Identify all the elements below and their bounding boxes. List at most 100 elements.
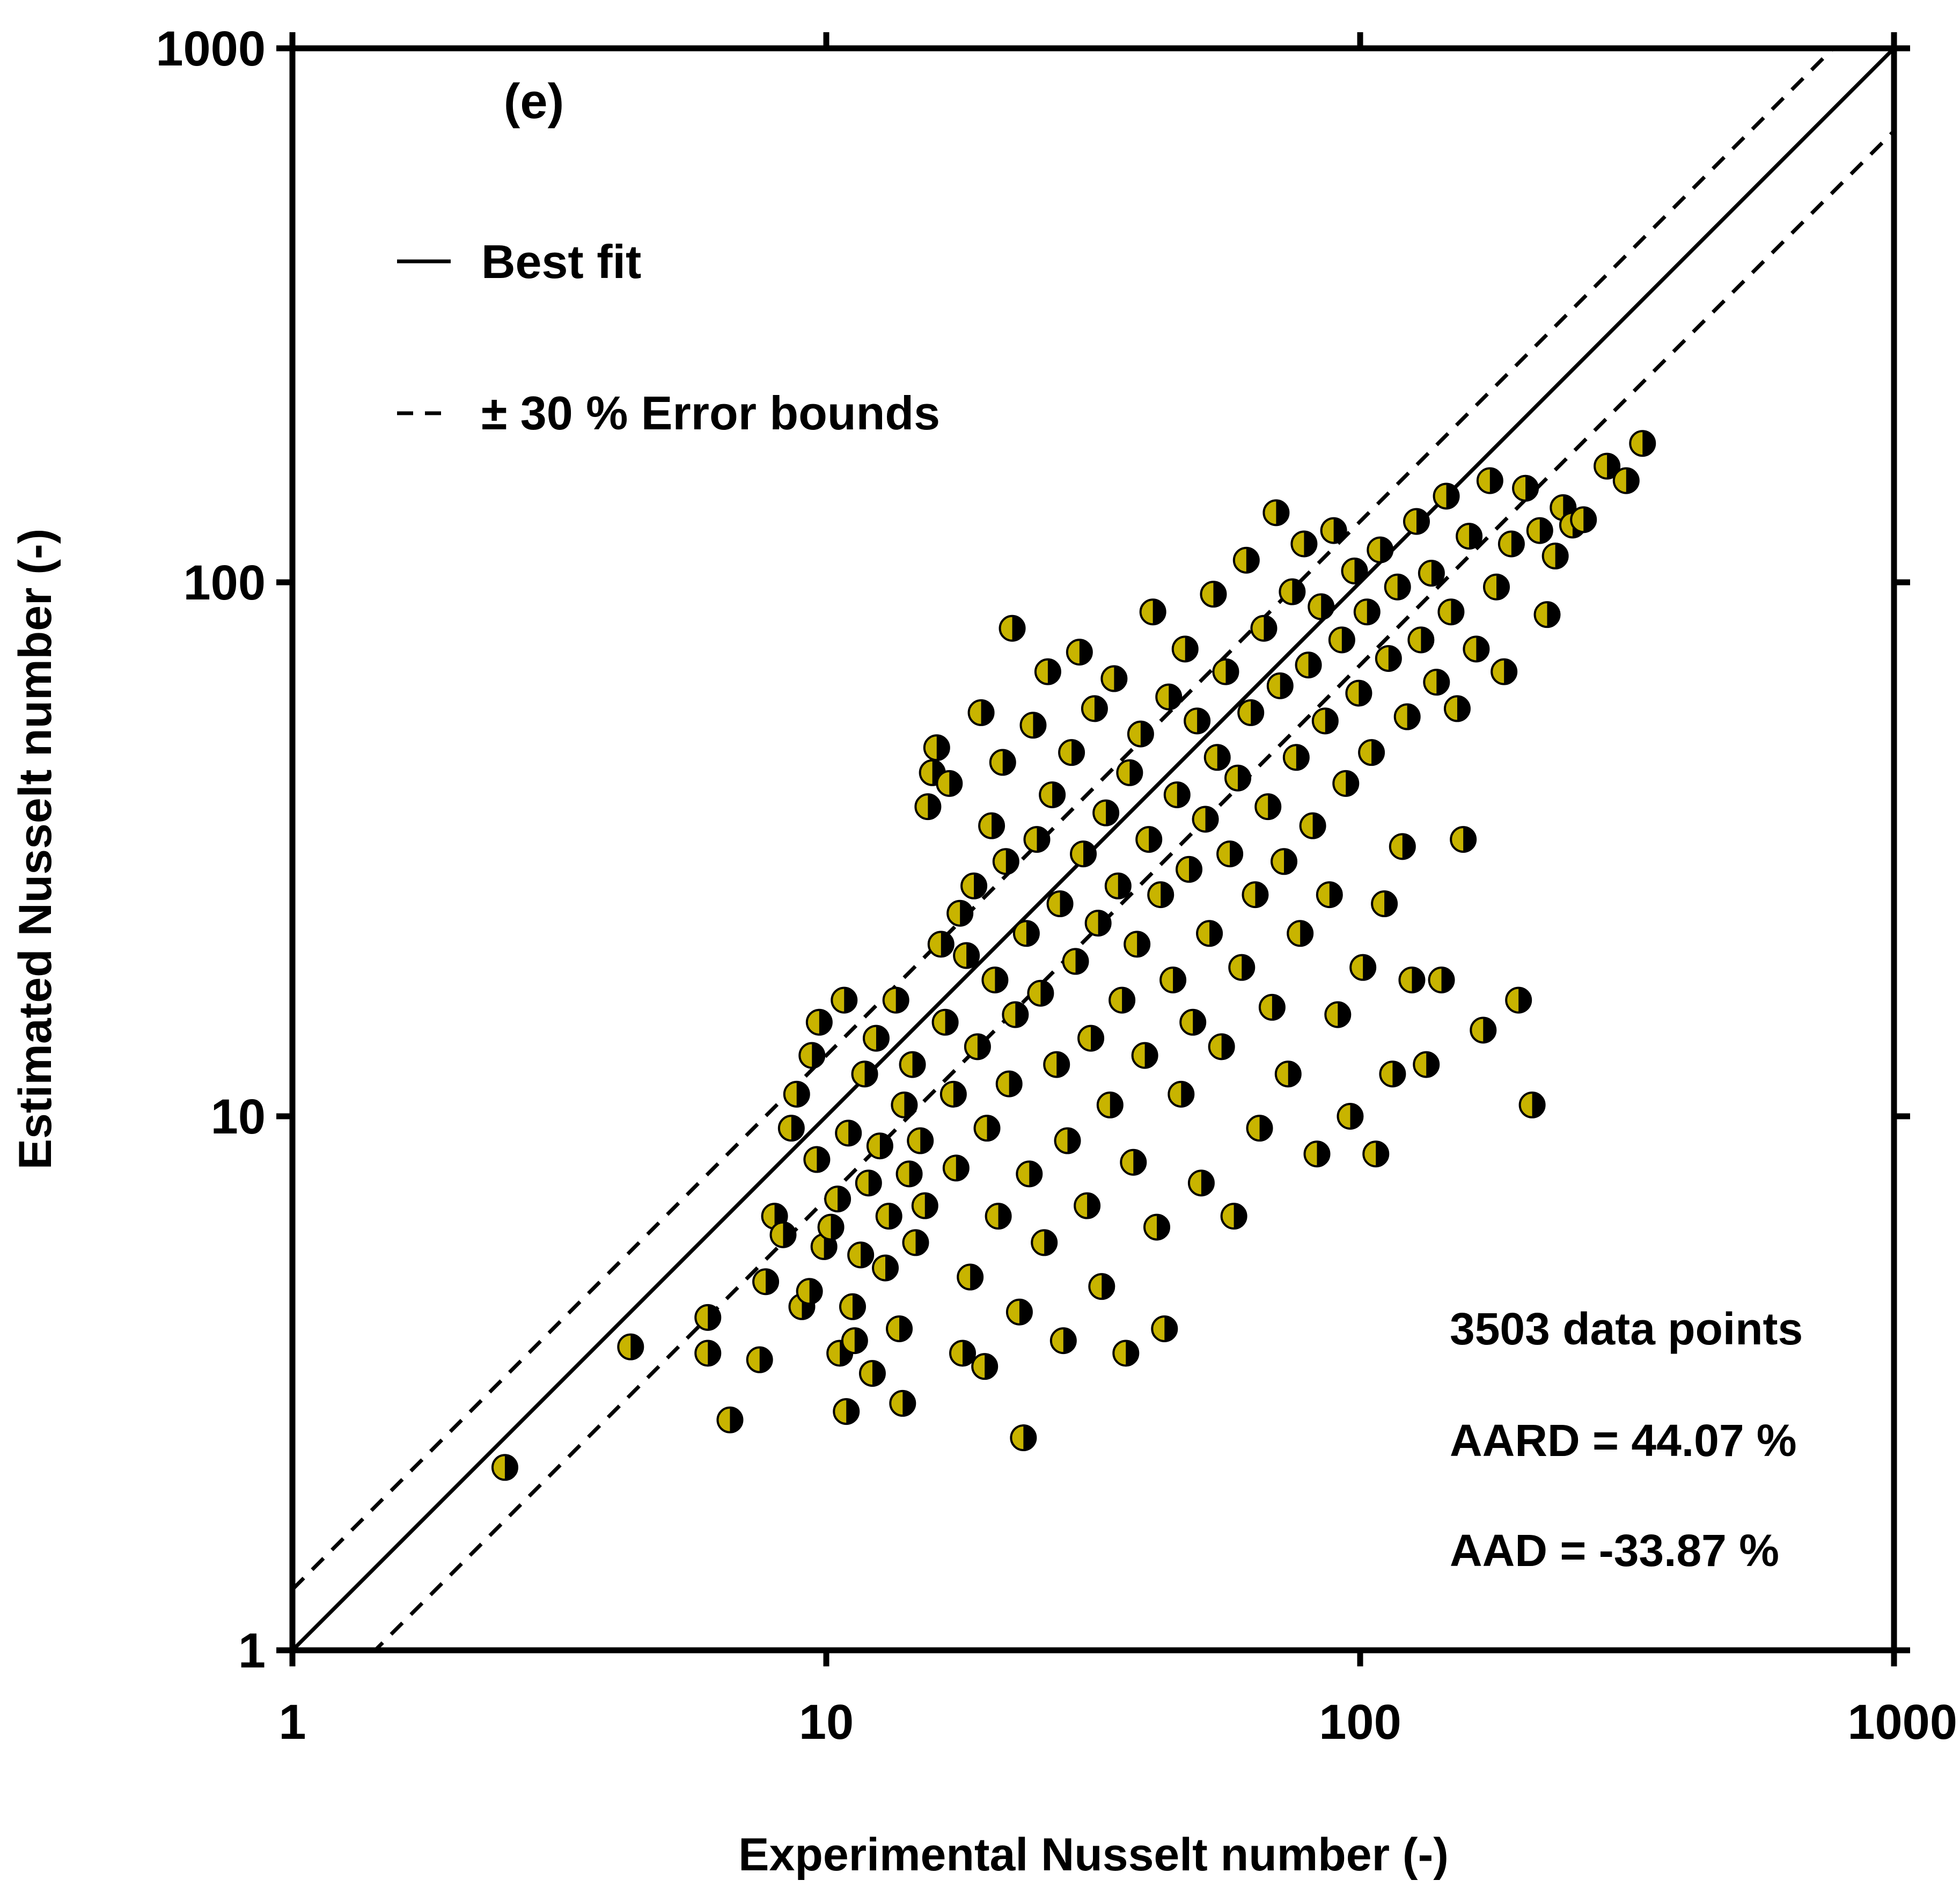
data-point: [1612, 467, 1640, 494]
data-point: [989, 749, 1016, 776]
data-point: [1192, 806, 1219, 833]
y-tick-label-1: 10: [211, 1089, 266, 1144]
x-tick-label-1: 10: [799, 1695, 854, 1750]
data-point: [1287, 920, 1314, 947]
data-point: [1220, 1203, 1247, 1230]
data-point: [895, 1160, 923, 1188]
data-point: [752, 1268, 780, 1296]
data-point: [902, 1229, 929, 1256]
data-point: [1258, 993, 1286, 1021]
plot-frame: [289, 45, 1897, 1653]
data-point: [907, 1127, 934, 1154]
data-point: [1526, 517, 1553, 544]
data-point: [1216, 840, 1244, 868]
data-point: [1541, 543, 1569, 570]
data-point: [1324, 1001, 1352, 1028]
data-point: [783, 1080, 810, 1108]
data-point: [694, 1304, 722, 1331]
data-point: [1345, 679, 1372, 707]
data-point: [1337, 1103, 1364, 1130]
data-point: [1163, 781, 1191, 808]
data-point: [1187, 1169, 1215, 1197]
data-point: [831, 986, 858, 1014]
data-point: [1311, 707, 1339, 735]
data-point: [1505, 986, 1532, 1014]
data-point: [1470, 1016, 1497, 1044]
data-point: [1143, 1213, 1170, 1241]
data-point: [1049, 1327, 1077, 1355]
data-point: [1012, 920, 1040, 947]
data-point: [1375, 645, 1402, 672]
data-point: [866, 1132, 893, 1160]
data-point: [1413, 1051, 1440, 1078]
data-point: [1266, 672, 1294, 699]
data-point: [1274, 1060, 1302, 1088]
data-point: [1224, 764, 1251, 792]
data-point: [1016, 1160, 1043, 1188]
data-point: [1176, 855, 1203, 883]
data-point: [1512, 474, 1539, 502]
data-point: [1384, 573, 1411, 601]
data-point: [1250, 614, 1278, 642]
data-point: [798, 1042, 826, 1069]
data-point: [1290, 530, 1318, 558]
reference-line-1: [292, 48, 1836, 1591]
y-tick-label-2: 100: [183, 555, 266, 610]
data-point: [957, 1263, 984, 1291]
data-point: [824, 1186, 851, 1213]
data-point: [1303, 1140, 1331, 1168]
data-point: [1005, 1298, 1033, 1326]
data-point: [847, 1241, 875, 1269]
data-point: [964, 1033, 991, 1060]
data-point: [694, 1340, 722, 1367]
data-point: [1398, 967, 1426, 994]
data-point: [923, 734, 950, 762]
data-point: [914, 793, 942, 821]
data-point: [1308, 593, 1335, 620]
data-point: [1088, 1273, 1115, 1300]
data-point: [1299, 812, 1326, 839]
data-point: [882, 986, 909, 1014]
data-point: [971, 1353, 999, 1380]
data-point: [1046, 890, 1074, 918]
data-point: [1491, 658, 1518, 685]
data-point: [1034, 658, 1061, 685]
data-point: [931, 1008, 959, 1036]
data-point: [1212, 658, 1239, 685]
data-point: [1116, 759, 1143, 786]
data-point: [946, 899, 974, 927]
data-point: [978, 812, 1005, 839]
data-point: [936, 770, 963, 797]
data-point: [889, 1389, 916, 1417]
data-point: [1353, 598, 1381, 626]
annotation-aad: AAD = -33.87 %: [1450, 1525, 1779, 1576]
data-point: [886, 1315, 913, 1342]
x-tick-label-3: 1000: [1847, 1695, 1957, 1750]
data-point: [891, 1091, 918, 1118]
data-point: [1127, 720, 1154, 748]
data-point: [1341, 557, 1368, 584]
reference-line-2: [372, 129, 1894, 1650]
data-point: [1497, 530, 1525, 558]
data-point: [1179, 1008, 1207, 1036]
data-point: [1184, 707, 1211, 735]
data-point: [1096, 1091, 1124, 1118]
data-point: [1171, 635, 1199, 663]
data-point: [1208, 1033, 1235, 1060]
data-point: [1379, 1060, 1406, 1088]
data-point: [1109, 986, 1136, 1014]
data-point: [1476, 467, 1503, 494]
data-point: [1100, 665, 1128, 692]
data-point: [1077, 1025, 1105, 1052]
data-point: [1433, 482, 1460, 510]
data-point: [1428, 967, 1455, 994]
data-point: [1058, 739, 1085, 766]
data-point: [1124, 931, 1151, 958]
annotation-data-points: 3503 data points: [1450, 1304, 1803, 1354]
data-point: [1242, 881, 1269, 909]
data-point: [1367, 536, 1394, 564]
data-point: [942, 1154, 970, 1182]
data-point: [833, 1398, 860, 1425]
data-point: [835, 1120, 862, 1147]
